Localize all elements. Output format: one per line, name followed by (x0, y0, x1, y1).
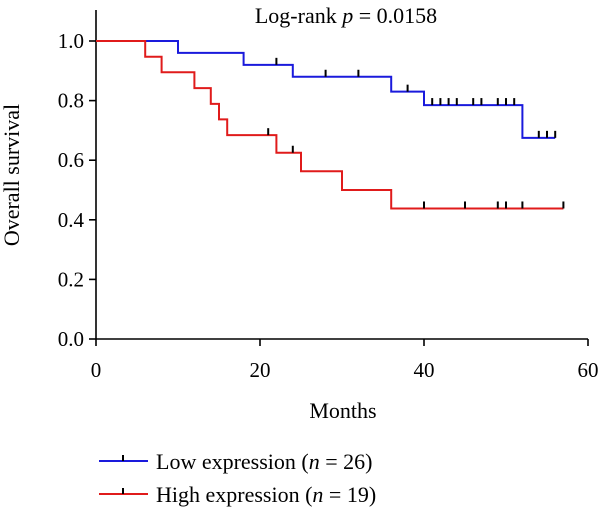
x-tick-label: 0 (91, 358, 102, 382)
chart-title: Log-rank p = 0.0158 (255, 3, 437, 28)
legend: Low expression (n = 26) High expression … (99, 449, 376, 507)
y-tick-label: 1.0 (58, 29, 84, 53)
legend-item-high: High expression (n = 19) (99, 482, 376, 507)
y-ticks: 0.0 0.2 0.4 0.6 0.8 1.0 (58, 29, 96, 351)
x-axis-title: Months (309, 398, 376, 423)
series-1 (96, 40, 565, 210)
survival-curve-1 (96, 40, 564, 210)
survival-curves (96, 40, 565, 210)
y-tick-label: 0.2 (58, 267, 84, 291)
x-ticks: 0 20 40 60 (91, 339, 599, 382)
legend-label-high: High expression (n = 19) (156, 482, 376, 507)
x-tick-label: 20 (250, 358, 271, 382)
y-tick-label: 0.0 (58, 327, 84, 351)
y-tick-label: 0.6 (58, 148, 84, 172)
x-tick-label: 40 (414, 358, 435, 382)
x-tick-label: 60 (578, 358, 599, 382)
y-axis-title: Overall survival (0, 104, 24, 246)
series-0 (96, 40, 557, 139)
survival-curve-0 (96, 40, 556, 139)
y-tick-label: 0.8 (58, 89, 84, 113)
y-tick-label: 0.4 (58, 208, 85, 232)
legend-label-low: Low expression (n = 26) (156, 449, 372, 474)
legend-item-low: Low expression (n = 26) (99, 449, 372, 474)
